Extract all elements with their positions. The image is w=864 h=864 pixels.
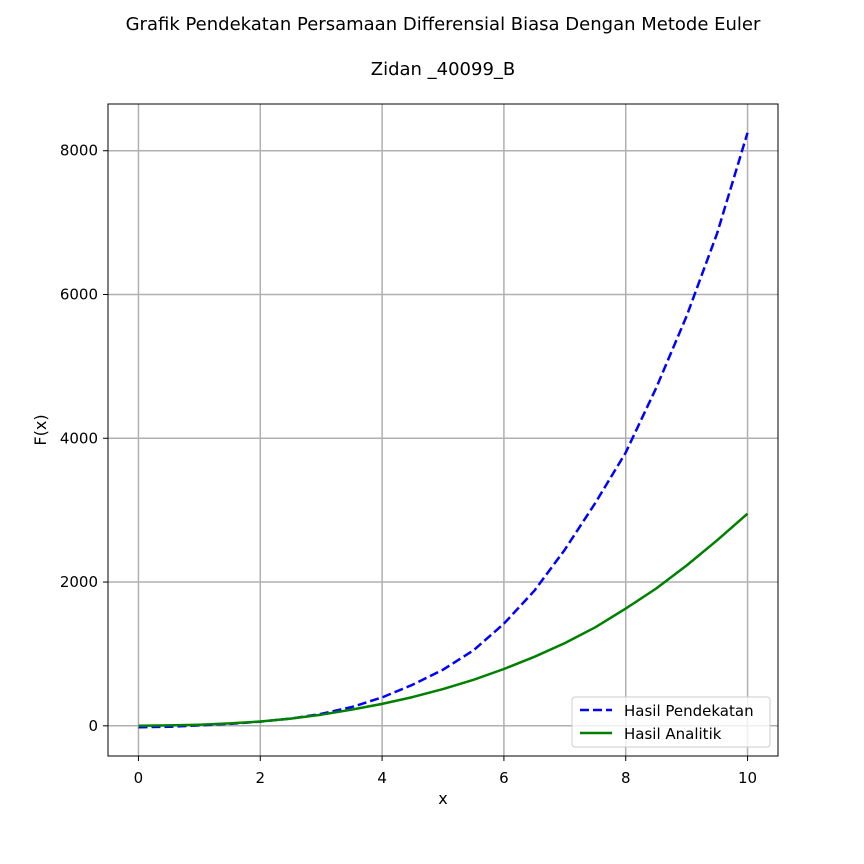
legend-label-hasil-pendekatan: Hasil Pendekatan [624,702,754,720]
x-tick-label: 2 [255,769,265,787]
series-layer [138,132,749,729]
legend-label-hasil-analitik: Hasil Analitik [624,725,722,743]
plot-frame [107,103,779,757]
y-tick-label: 8000 [60,142,98,160]
x-tick-label: 8 [621,769,631,787]
series-line-hasil-pendekatan [138,132,749,729]
x-axis-label: x [438,789,447,808]
x-tick-label: 0 [134,769,144,787]
x-tick-label: 6 [499,769,509,787]
x-tick-label: 10 [738,769,757,787]
series-line-hasil-analitik [138,512,749,728]
axis-ticks: 0 2 4 6 8 10 0 2000 4000 6000 8000 [60,142,757,787]
grid-lines [108,104,778,756]
legend: Hasil Pendekatan Hasil Analitik [571,696,771,748]
y-axis-label: F(x) [31,414,50,445]
y-tick-label: 6000 [60,285,98,303]
y-tick-label: 2000 [60,573,98,591]
chart-title: Grafik Pendekatan Persamaan Differensial… [126,14,761,35]
y-tick-label: 4000 [60,429,98,447]
x-tick-label: 4 [377,769,387,787]
chart-subtitle: Zidan _40099_B [371,59,516,80]
y-tick-label: 0 [88,717,98,735]
legend-box [571,696,771,748]
